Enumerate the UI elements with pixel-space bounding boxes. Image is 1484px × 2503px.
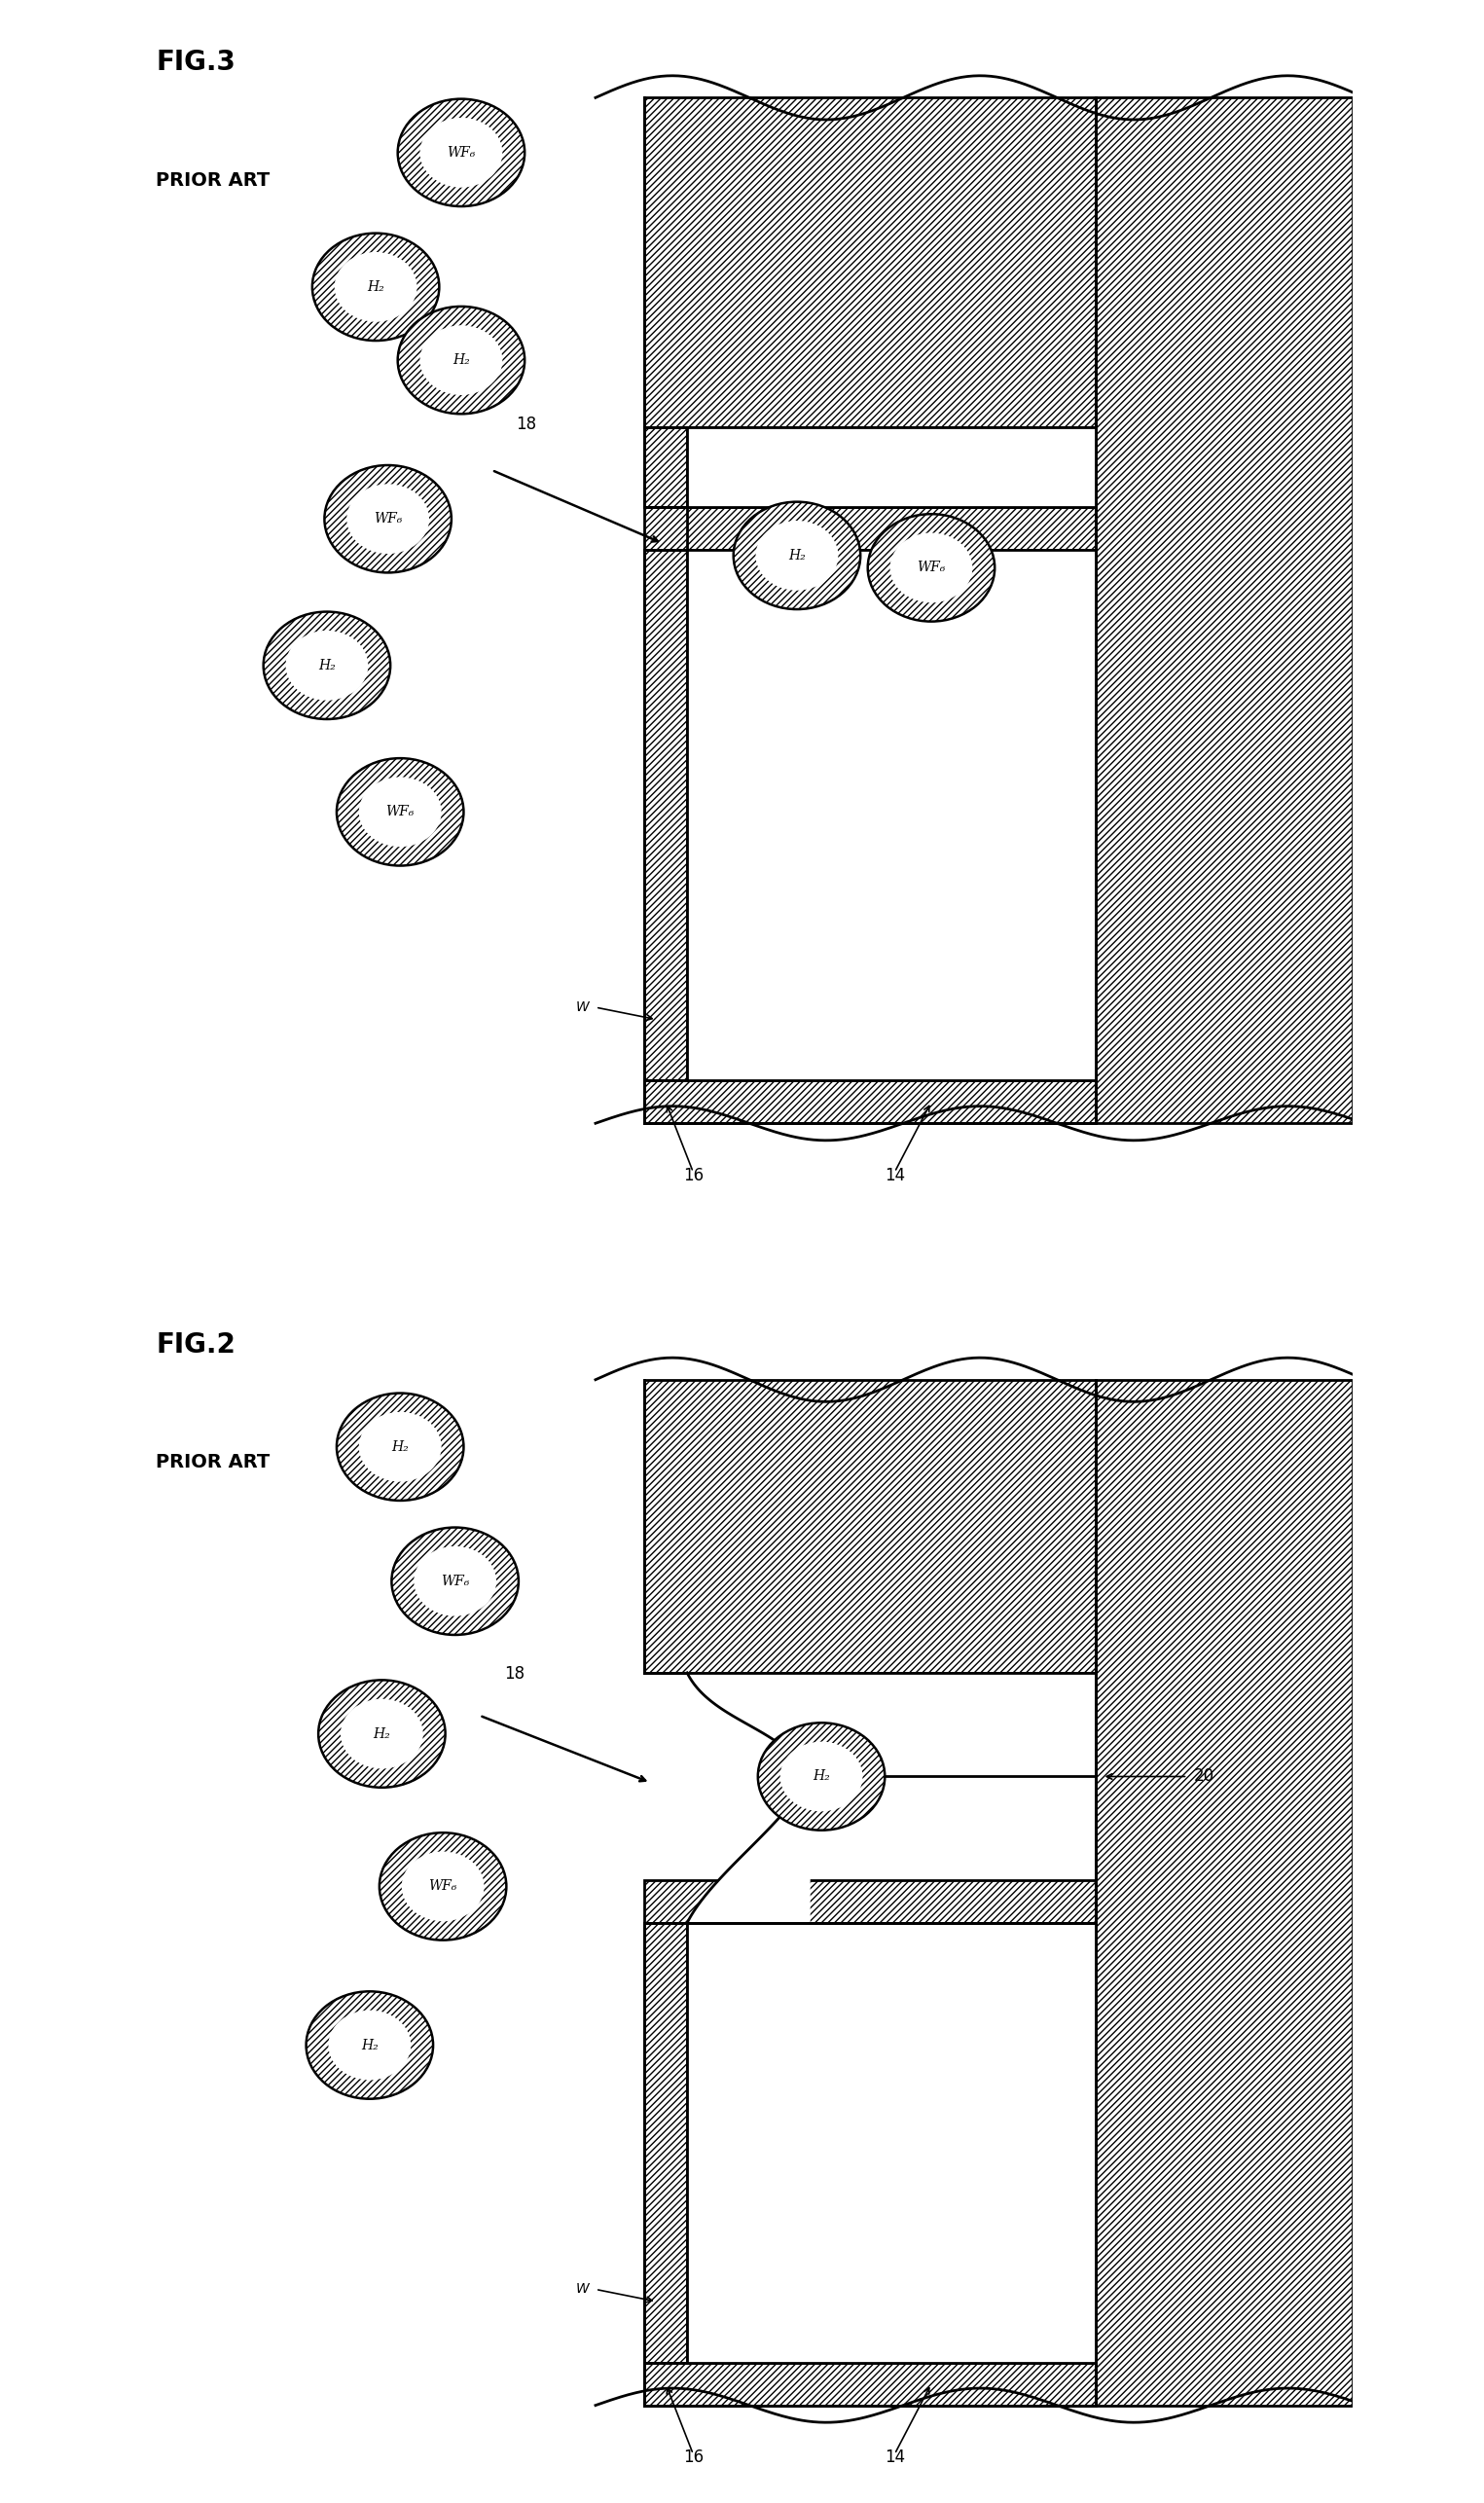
Ellipse shape: [755, 521, 838, 591]
Ellipse shape: [359, 776, 441, 846]
Ellipse shape: [285, 631, 368, 701]
Text: WF₆: WF₆: [917, 561, 945, 576]
Text: WF₆: WF₆: [441, 1574, 469, 1587]
Bar: [644, 551, 687, 1124]
Ellipse shape: [392, 1527, 518, 1634]
Bar: [1097, 98, 1352, 1124]
Ellipse shape: [319, 1680, 445, 1787]
Ellipse shape: [328, 2010, 411, 2080]
Text: 14: 14: [884, 2448, 905, 2465]
Text: FIG.2: FIG.2: [156, 1332, 236, 1359]
Text: 16: 16: [683, 1166, 703, 1184]
Ellipse shape: [337, 1394, 463, 1502]
Bar: [644, 2363, 1097, 2405]
Ellipse shape: [398, 305, 525, 413]
Text: 14: 14: [884, 1166, 905, 1184]
Bar: [1097, 1379, 1352, 2405]
Bar: [644, 428, 687, 506]
Ellipse shape: [420, 325, 503, 395]
Bar: [644, 98, 1097, 428]
Ellipse shape: [263, 611, 390, 718]
Ellipse shape: [733, 501, 861, 608]
Text: 20: 20: [1193, 1767, 1214, 1785]
Text: WF₆: WF₆: [429, 1880, 457, 1892]
Text: WF₆: WF₆: [447, 145, 475, 160]
Text: H₂: H₂: [788, 548, 806, 563]
Ellipse shape: [758, 1722, 884, 1830]
Text: 18: 18: [516, 415, 537, 433]
Ellipse shape: [868, 513, 994, 621]
Ellipse shape: [414, 1547, 496, 1617]
Text: WF₆: WF₆: [386, 806, 414, 818]
Bar: [644, 506, 1097, 551]
Ellipse shape: [402, 1852, 484, 1922]
Text: W: W: [576, 2283, 589, 2295]
Ellipse shape: [325, 466, 451, 573]
Text: 16: 16: [683, 2448, 703, 2465]
Text: H₂: H₂: [392, 1439, 408, 1454]
Ellipse shape: [340, 1700, 423, 1770]
Bar: [687, 1672, 1097, 1777]
Ellipse shape: [306, 1992, 433, 2100]
Text: PRIOR ART: PRIOR ART: [156, 1452, 270, 1472]
Ellipse shape: [334, 253, 417, 323]
Ellipse shape: [347, 483, 429, 553]
Bar: [644, 1922, 687, 2405]
Text: H₂: H₂: [367, 280, 384, 293]
Ellipse shape: [312, 233, 439, 340]
Bar: [644, 1081, 1097, 1124]
Text: H₂: H₂: [453, 353, 470, 368]
Ellipse shape: [890, 533, 972, 603]
Text: FIG.3: FIG.3: [156, 50, 236, 75]
Ellipse shape: [359, 1412, 441, 1482]
Text: WF₆: WF₆: [374, 513, 402, 526]
Bar: [687, 551, 1097, 1081]
Text: H₂: H₂: [372, 1727, 390, 1740]
Text: H₂: H₂: [813, 1770, 830, 1782]
Bar: [687, 428, 1097, 506]
Bar: [644, 1379, 1097, 1672]
Ellipse shape: [380, 1832, 506, 1940]
Bar: [687, 1922, 1097, 2363]
Ellipse shape: [398, 100, 525, 205]
Ellipse shape: [420, 118, 503, 188]
Text: H₂: H₂: [361, 2037, 378, 2052]
Text: W: W: [576, 1001, 589, 1014]
Text: PRIOR ART: PRIOR ART: [156, 170, 270, 190]
Text: H₂: H₂: [318, 658, 335, 673]
Ellipse shape: [781, 1742, 862, 1812]
Bar: [644, 1880, 1097, 1922]
Ellipse shape: [337, 758, 463, 866]
Text: 18: 18: [505, 1664, 524, 1682]
